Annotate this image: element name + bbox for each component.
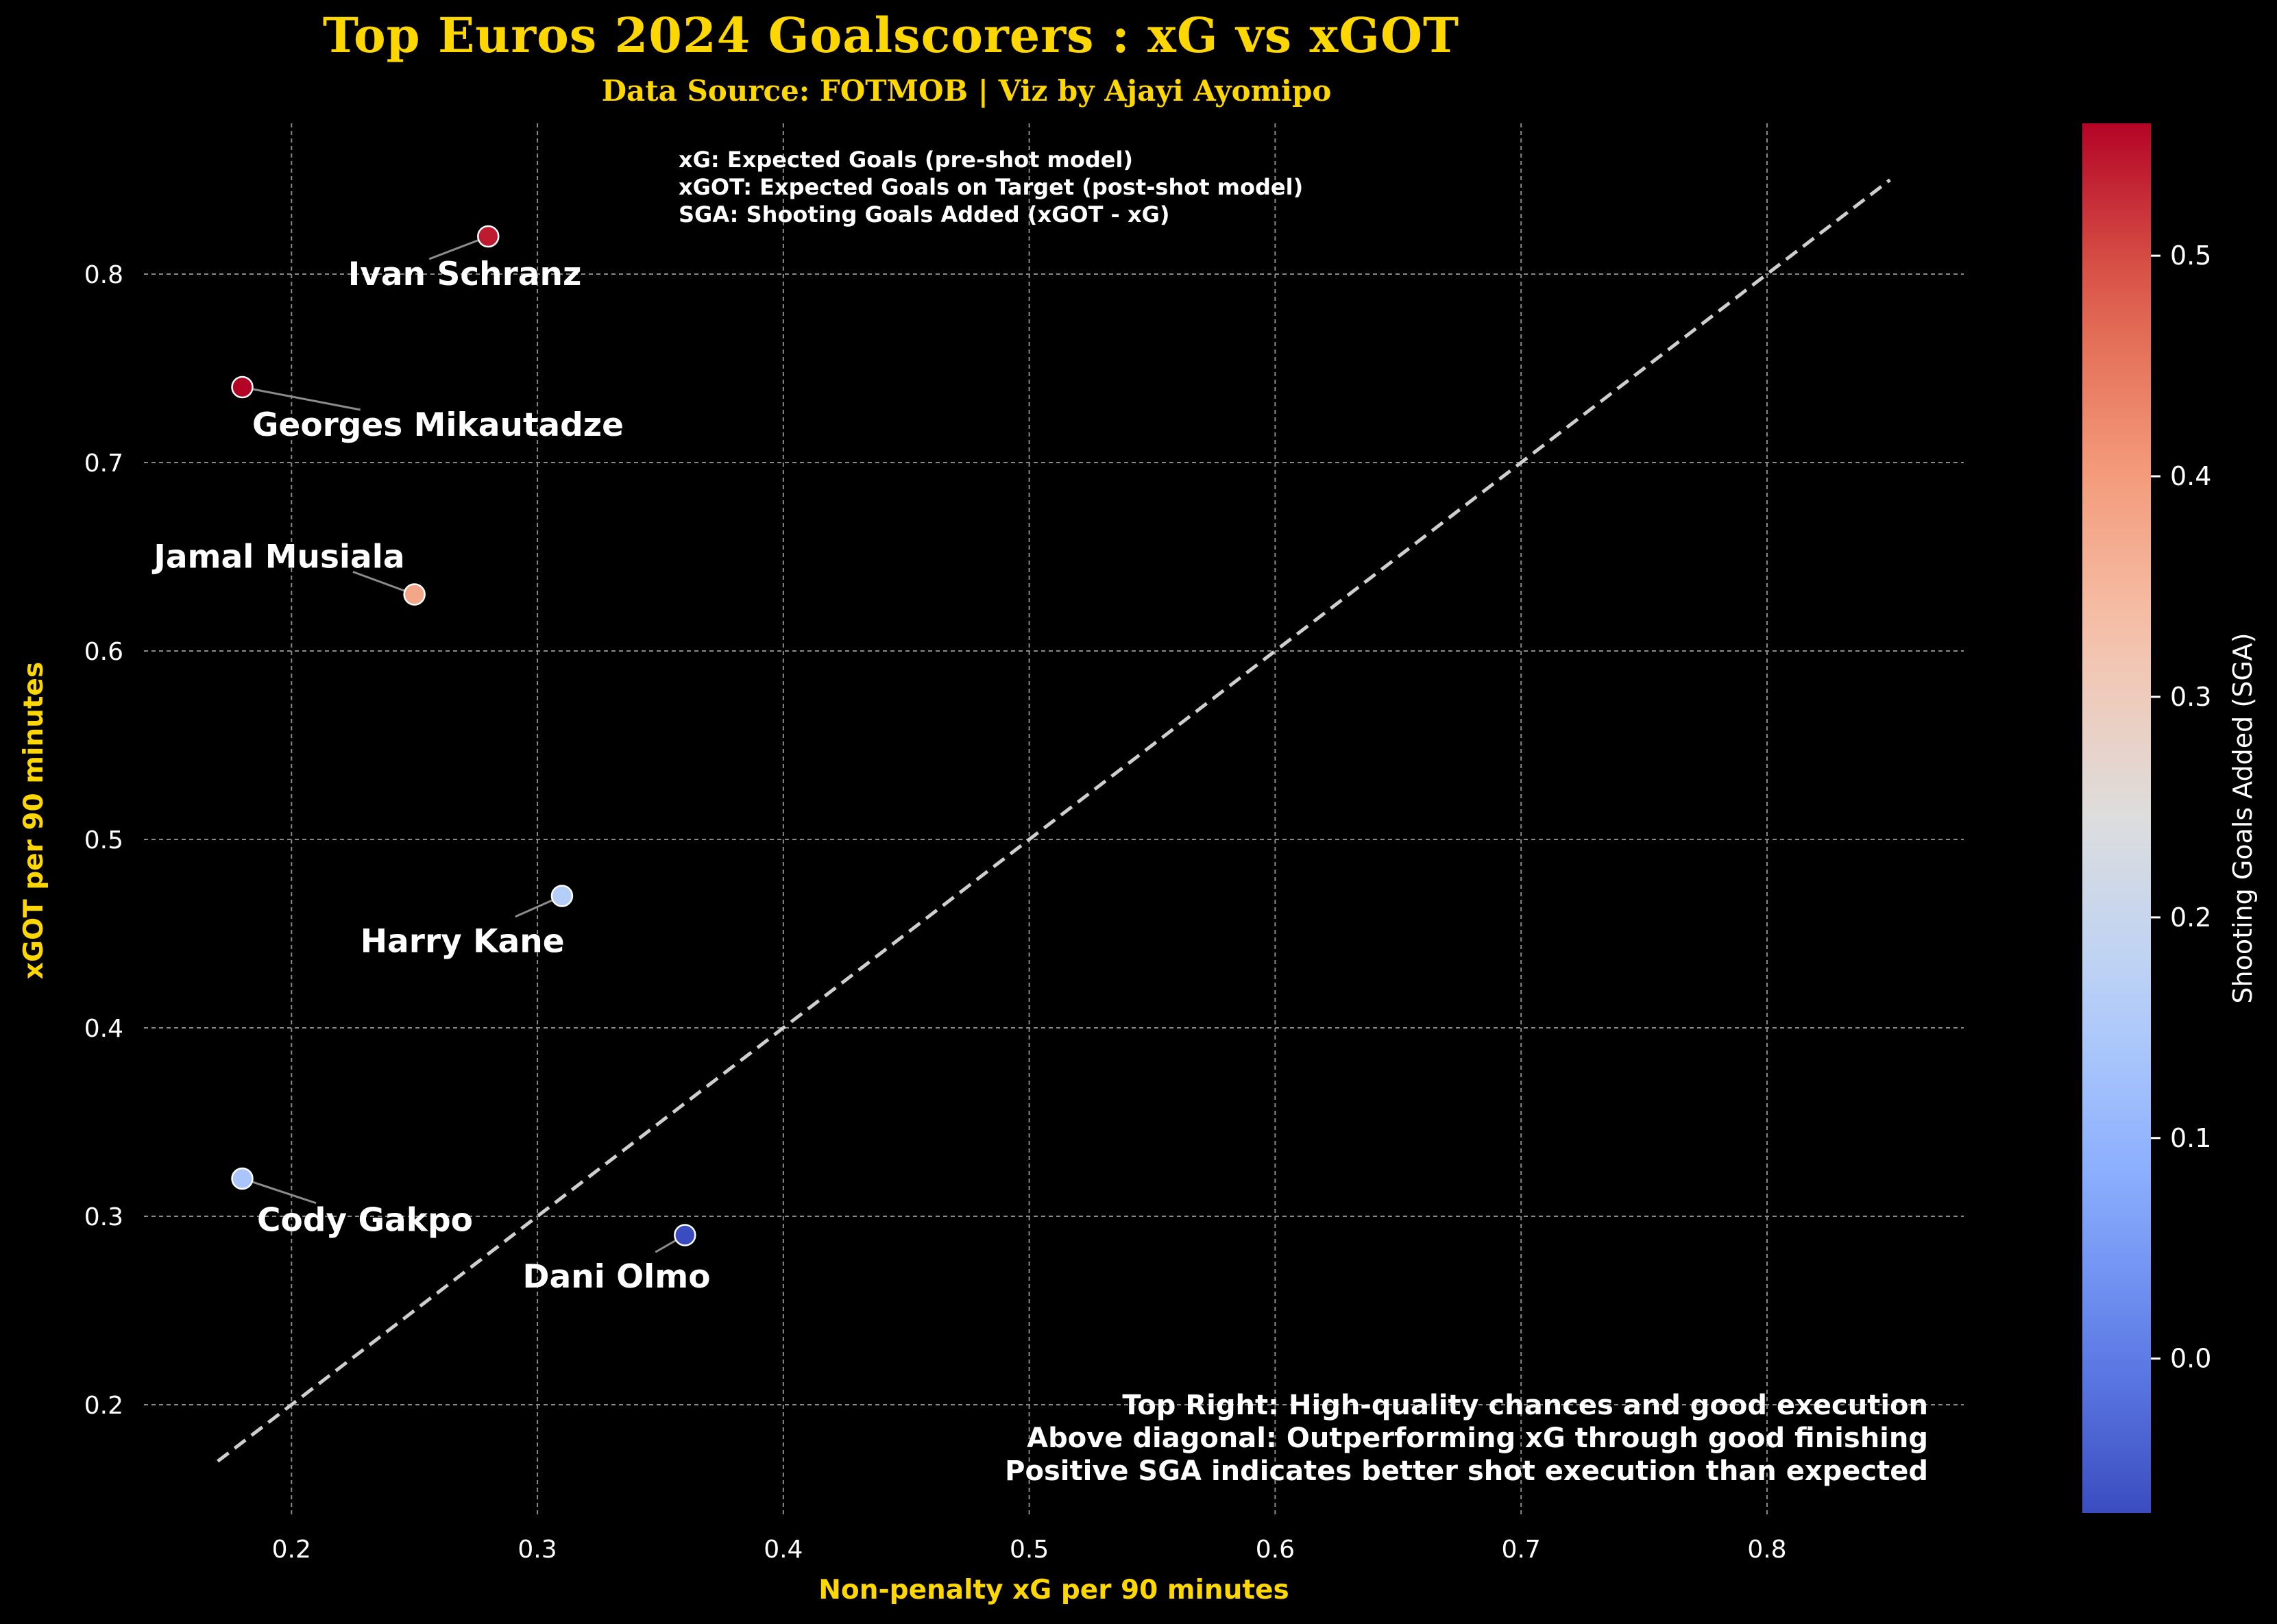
y-tick-label: 0.4 — [84, 1015, 123, 1043]
chart-title: Top Euros 2024 Goalscorers : xG vs xGOT — [322, 7, 1460, 64]
x-tick-label: 0.3 — [518, 1536, 557, 1564]
x-tick-label: 0.6 — [1256, 1536, 1295, 1564]
point-label: Jamal Musiala — [151, 539, 404, 576]
x-tick-label: 0.4 — [764, 1536, 803, 1564]
data-point — [477, 225, 500, 248]
colorbar-label: Shooting Goals Added (SGA) — [2228, 632, 2258, 1003]
point-label: Cody Gakpo — [257, 1202, 473, 1240]
y-tick-label: 0.6 — [84, 638, 123, 666]
legend-note: xG: Expected Goals (pre-shot model) — [679, 147, 1133, 173]
x-tick-label: 0.2 — [272, 1536, 311, 1564]
data-point — [231, 376, 254, 399]
x-axis-label: Non-penalty xG per 90 minutes — [818, 1575, 1289, 1605]
footnote: Top Right: High-quality chances and good… — [1122, 1390, 1928, 1421]
y-tick-label: 0.8 — [84, 261, 123, 289]
x-tick-label: 0.8 — [1747, 1536, 1786, 1564]
x-tick-label: 0.7 — [1502, 1536, 1541, 1564]
colorbar-tick-label: 0.1 — [2170, 1123, 2211, 1153]
legend-note: xGOT: Expected Goals on Target (post-sho… — [679, 174, 1303, 200]
y-tick-label: 0.2 — [84, 1392, 123, 1420]
y-tick-label: 0.7 — [84, 450, 123, 478]
legend-note: SGA: Shooting Goals Added (xGOT - xG) — [679, 201, 1169, 227]
y-tick-label: 0.3 — [84, 1203, 123, 1231]
colorbar-tick-label: 0.0 — [2170, 1344, 2211, 1374]
data-point — [231, 1167, 254, 1190]
diagonal-reference-line — [217, 178, 1891, 1463]
colorbar-tick-label: 0.4 — [2170, 461, 2211, 491]
data-point — [550, 885, 574, 907]
point-label: Ivan Schranz — [348, 256, 582, 293]
colorbar-tick-label: 0.3 — [2170, 682, 2211, 712]
data-point — [674, 1224, 696, 1246]
footnote: Positive SGA indicates better shot execu… — [1005, 1455, 1928, 1487]
colorbar-tick-label: 0.5 — [2170, 241, 2211, 271]
x-tick-label: 0.5 — [1010, 1536, 1049, 1564]
data-point — [403, 583, 426, 606]
y-axis-label: xGOT per 90 minutes — [19, 662, 49, 979]
annotation-leader-line — [242, 1177, 317, 1205]
colorbar — [2082, 123, 2151, 1513]
y-tick-label: 0.5 — [84, 826, 123, 854]
point-label: Georges Mikautadze — [252, 406, 624, 444]
point-label: Dani Olmo — [523, 1258, 711, 1296]
annotation-leader-line — [242, 386, 361, 411]
colorbar-tick-label: 0.2 — [2170, 902, 2211, 933]
chart-subtitle: Data Source: FOTMOB | Viz by Ajayi Ayomi… — [601, 74, 1332, 108]
footnote: Above diagonal: Outperforming xG through… — [1027, 1423, 1928, 1454]
point-label: Harry Kane — [361, 923, 565, 961]
